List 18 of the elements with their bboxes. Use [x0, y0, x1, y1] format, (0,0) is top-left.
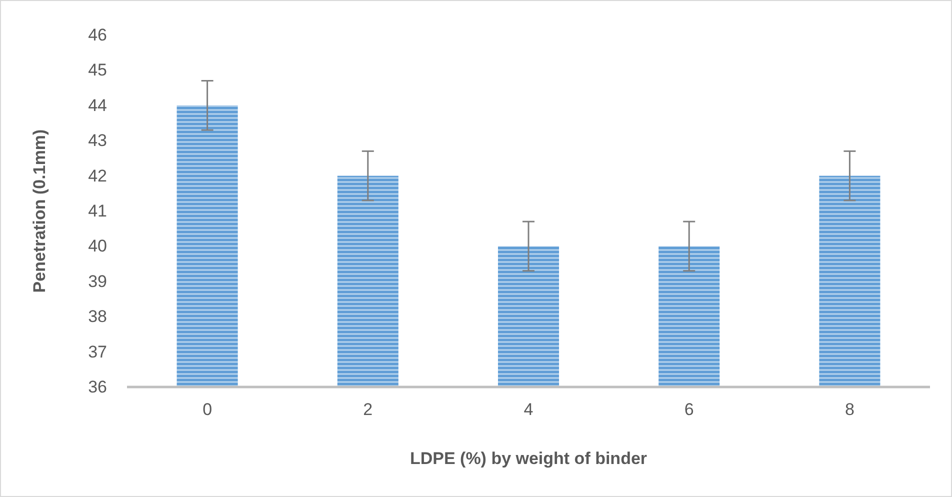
y-tick-label: 45	[88, 60, 107, 80]
y-tick-label: 39	[88, 272, 107, 291]
x-axis-title: LDPE (%) by weight of binder	[410, 449, 648, 468]
y-tick-label: 36	[88, 377, 107, 396]
x-tick-label: 2	[363, 400, 373, 420]
y-tick-label: 44	[88, 96, 107, 115]
x-tick-label: 0	[202, 400, 212, 420]
x-tick-label: 8	[844, 400, 854, 420]
y-axis-title: Penetration (0.1mm)	[30, 129, 49, 293]
y-tick-label: 42	[88, 166, 107, 186]
x-tick-label: 4	[524, 400, 534, 420]
y-tick-label: 46	[88, 25, 107, 44]
x-tick-label: 6	[684, 400, 694, 420]
y-tick-label: 37	[88, 342, 107, 362]
y-tick-label: 41	[88, 201, 107, 220]
y-tick-label: 38	[88, 307, 107, 326]
y-tick-label: 43	[88, 131, 107, 150]
y-tick-label: 40	[88, 236, 107, 256]
